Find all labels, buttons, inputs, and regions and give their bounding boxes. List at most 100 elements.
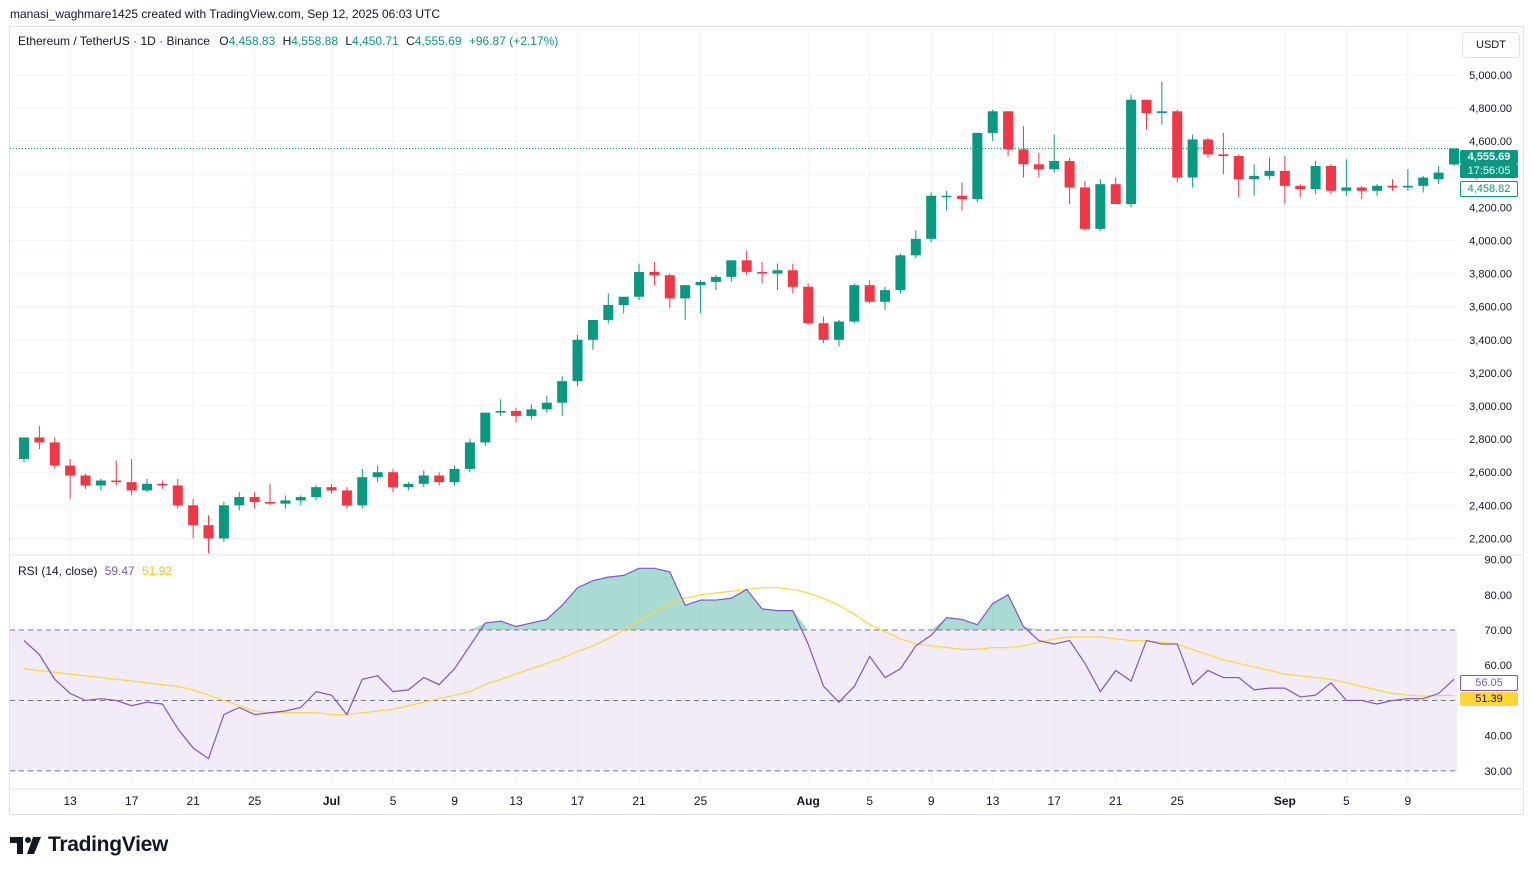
candle: [1202, 137, 1213, 158]
candle: [1372, 184, 1383, 196]
candle: [757, 261, 768, 284]
price-tick-label: 3,000.00: [1469, 401, 1512, 413]
rsi-value-tag: 56.05: [1460, 675, 1518, 691]
candle: [864, 280, 875, 304]
tradingview-logo[interactable]: TradingView: [10, 833, 168, 857]
candle: [388, 468, 399, 493]
candle: [418, 470, 429, 488]
time-tick-label: 5: [1343, 794, 1350, 808]
time-tick-label: 5: [866, 794, 873, 808]
candle-body: [557, 381, 568, 403]
rsi-title[interactable]: RSI (14, close): [18, 564, 98, 578]
prev-close-tag: 4,458.82: [1460, 181, 1518, 197]
time-tick-label: 21: [632, 794, 646, 808]
rsi-ma-tag: 51.39: [1460, 692, 1518, 706]
candle: [203, 515, 214, 554]
candle: [1049, 134, 1060, 173]
candle: [1079, 180, 1090, 231]
candle: [480, 412, 491, 446]
high-key: H: [282, 34, 292, 48]
candle-body: [910, 238, 921, 256]
candle-body: [1310, 165, 1321, 190]
rsi-bands: [10, 629, 1457, 772]
candle: [1249, 164, 1260, 196]
currency-button[interactable]: USDT: [1462, 32, 1520, 58]
candle: [434, 472, 445, 486]
candle: [19, 437, 29, 463]
candle-body: [1418, 177, 1429, 186]
close-key: C: [406, 34, 415, 48]
candle-body: [1372, 185, 1383, 191]
candle: [218, 502, 229, 542]
candle: [1064, 157, 1075, 205]
time-axis: 13 17 21 25 Jul 5 9 13 17 21 25 Aug 5 9 13 17 21 25 Sep 5 9: [63, 794, 1411, 808]
time-tick-label: 13: [509, 794, 523, 808]
candle: [341, 487, 352, 509]
candle: [295, 495, 306, 506]
candle: [557, 376, 568, 416]
time-tick-label: 13: [63, 794, 77, 808]
candle: [772, 263, 783, 291]
tradingview-logo-icon: [10, 837, 41, 854]
candle: [987, 109, 998, 142]
candle: [895, 253, 906, 294]
candle: [403, 482, 414, 491]
candle-body: [19, 437, 29, 459]
candle-body: [956, 195, 967, 200]
candle: [818, 316, 829, 344]
candle: [833, 319, 844, 347]
candle-body: [603, 305, 614, 320]
close-value: 4,555.69: [414, 34, 462, 48]
candle: [603, 293, 614, 324]
rsi-tick-label: 70.00: [1484, 625, 1512, 637]
time-tick-label: Sep: [1274, 794, 1296, 808]
candle-body: [126, 482, 137, 491]
candle-body: [1295, 185, 1306, 190]
candle: [449, 465, 460, 486]
candle: [1356, 185, 1367, 200]
candle: [1003, 111, 1014, 157]
candle-body: [234, 497, 245, 506]
candle-body: [757, 271, 768, 274]
countdown-tag: 17:56:05: [1460, 164, 1518, 178]
candle-body: [1172, 111, 1183, 178]
time-tick-label: 25: [694, 794, 708, 808]
candle-body: [741, 260, 752, 272]
price-tick-label: 3,600.00: [1469, 302, 1512, 314]
candle-body: [1187, 139, 1198, 178]
symbol-title[interactable]: Ethereum / TetherUS · 1D · Binance: [18, 34, 210, 48]
time-tick-label: 17: [125, 794, 139, 808]
candle: [157, 480, 168, 489]
candle-body: [265, 502, 276, 504]
candle: [1387, 179, 1398, 191]
candle: [188, 498, 199, 539]
candle-body: [464, 442, 475, 469]
candle-body: [1341, 187, 1352, 191]
candle: [1141, 99, 1152, 130]
rsi-legend: RSI (14, close) 59.47 51.92: [18, 564, 172, 578]
candle-body: [726, 260, 737, 277]
symbol-legend: Ethereum / TetherUS · 1D · Binance O4,45…: [18, 34, 558, 48]
candle: [95, 478, 106, 491]
candle-body: [49, 442, 60, 466]
candle: [34, 425, 45, 450]
candle: [1279, 156, 1290, 205]
candle: [1156, 81, 1167, 125]
candle-body: [357, 477, 368, 506]
rsi-overbought-fill: [469, 568, 809, 630]
candle-body: [941, 195, 952, 198]
candle-body: [1033, 164, 1044, 170]
price-axis: 5,000.004,800.004,600.004,400.004,200.00…: [1469, 70, 1512, 546]
candle: [234, 492, 245, 511]
candle: [1295, 184, 1306, 198]
candle: [280, 495, 291, 509]
time-tick-label: 21: [186, 794, 200, 808]
candle: [649, 261, 660, 286]
time-tick-label: 9: [928, 794, 935, 808]
candle-body: [295, 497, 306, 501]
candle: [1218, 132, 1229, 175]
candle-body: [341, 490, 352, 506]
candle: [142, 478, 153, 493]
